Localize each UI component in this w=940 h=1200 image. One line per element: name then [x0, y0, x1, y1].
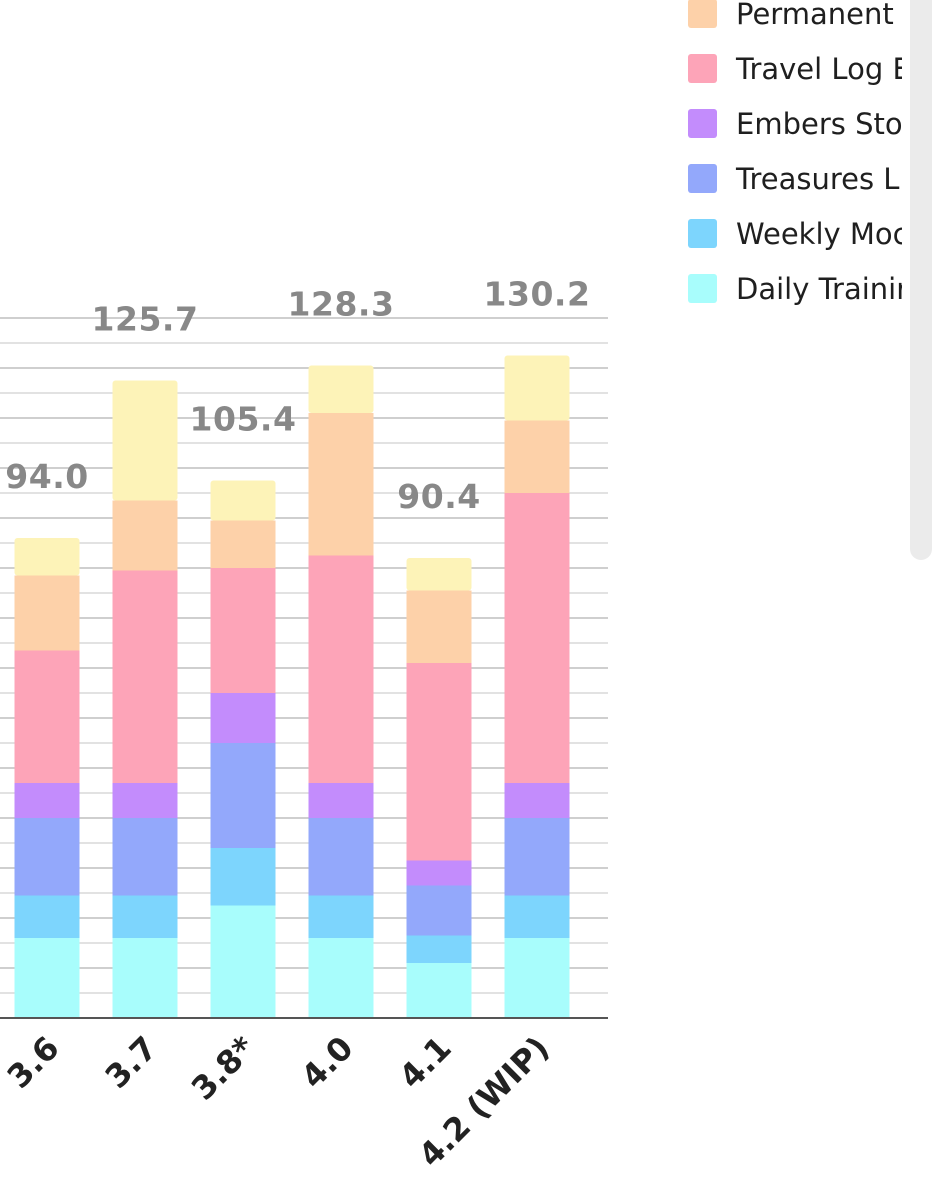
- scrollbar[interactable]: [910, 0, 932, 560]
- bar-segment: [406, 590, 472, 663]
- bar-segment: [14, 575, 80, 651]
- bar-segment: [210, 520, 276, 568]
- bar-segment: [112, 783, 178, 818]
- bar-segment: [308, 555, 374, 783]
- bar-segment: [504, 783, 570, 818]
- total-label: 94.0: [5, 457, 88, 496]
- bar-segment: [14, 538, 80, 576]
- bar-segment: [112, 570, 178, 783]
- legend-swatch: [688, 274, 717, 303]
- bar-segment: [14, 895, 80, 938]
- bar-segment: [308, 895, 374, 938]
- legend-swatch: [688, 109, 717, 138]
- bar-segment: [406, 885, 472, 936]
- total-label: 125.7: [92, 300, 199, 339]
- x-tick-label: 3.6: [0, 1029, 67, 1096]
- x-tick-label: 3.8*: [184, 1029, 263, 1108]
- bar-segment: [210, 743, 276, 848]
- bar-segment: [210, 480, 276, 521]
- legend-label: Travel Log E: [736, 51, 902, 86]
- legend-swatch: [688, 219, 717, 248]
- total-label: 105.4: [190, 400, 297, 439]
- bar-segment: [210, 568, 276, 693]
- total-label: 128.3: [288, 285, 395, 324]
- legend-item[interactable]: Daily Trainir: [688, 261, 902, 316]
- bar-segment: [112, 500, 178, 571]
- bar-segment: [308, 413, 374, 556]
- bar-segment: [210, 848, 276, 906]
- legend-item[interactable]: Permanent: [688, 0, 902, 41]
- legend-item[interactable]: Treasures Li: [688, 151, 902, 206]
- bar-segment: [504, 420, 570, 493]
- x-tick-label: 4.0: [294, 1029, 361, 1096]
- bar-segment: [112, 938, 178, 1018]
- bar-segment: [210, 905, 276, 1018]
- legend-swatch: [688, 54, 717, 83]
- legend-item[interactable]: Embers Sto: [688, 96, 902, 151]
- bars: [14, 355, 570, 1018]
- legend-swatch: [688, 164, 717, 193]
- legend-label: Treasures Li: [736, 161, 902, 196]
- bar-segment: [308, 783, 374, 818]
- bar-segment: [504, 493, 570, 783]
- bar-segment: [406, 558, 472, 591]
- bar-segment: [112, 895, 178, 938]
- legend: Permanent Travel Log E Embers Sto Treasures…: [688, 0, 902, 316]
- bar-segment: [308, 938, 374, 1018]
- x-tick-label: 4.1: [392, 1029, 459, 1096]
- total-labels: 94.0 125.7 105.4 128.3 90.4 130.2: [5, 275, 590, 517]
- legend-item[interactable]: Travel Log E: [688, 41, 902, 96]
- legend-swatch: [688, 0, 717, 28]
- legend-item[interactable]: Weekly Moc: [688, 206, 902, 261]
- bar-segment: [210, 693, 276, 743]
- bar-segment: [14, 650, 80, 783]
- bar-segment: [504, 938, 570, 1018]
- bar-segment: [406, 963, 472, 1018]
- bar-segment: [308, 818, 374, 896]
- total-label: 130.2: [484, 275, 591, 314]
- bar-segment: [14, 783, 80, 818]
- bar-segment: [406, 663, 472, 861]
- x-tick-label: 3.7: [98, 1029, 165, 1096]
- bar-segment: [406, 935, 472, 963]
- total-label: 90.4: [397, 477, 480, 516]
- legend-label: Embers Sto: [736, 106, 902, 141]
- x-tick-labels: 3.6 3.7 3.8* 4.0 4.14.2 (WIP): [0, 1029, 557, 1175]
- legend-label: Weekly Moc: [736, 216, 902, 251]
- legend-label: Permanent: [736, 0, 894, 31]
- bar-segment: [112, 380, 178, 501]
- bar-segment: [14, 938, 80, 1018]
- bar-segment: [504, 895, 570, 938]
- bar-segment: [112, 818, 178, 896]
- legend-label: Daily Trainir: [736, 271, 902, 306]
- bar-segment: [14, 818, 80, 896]
- bar-segment: [308, 365, 374, 413]
- bar-segment: [406, 860, 472, 886]
- bar-segment: [504, 355, 570, 421]
- bar-segment: [504, 818, 570, 896]
